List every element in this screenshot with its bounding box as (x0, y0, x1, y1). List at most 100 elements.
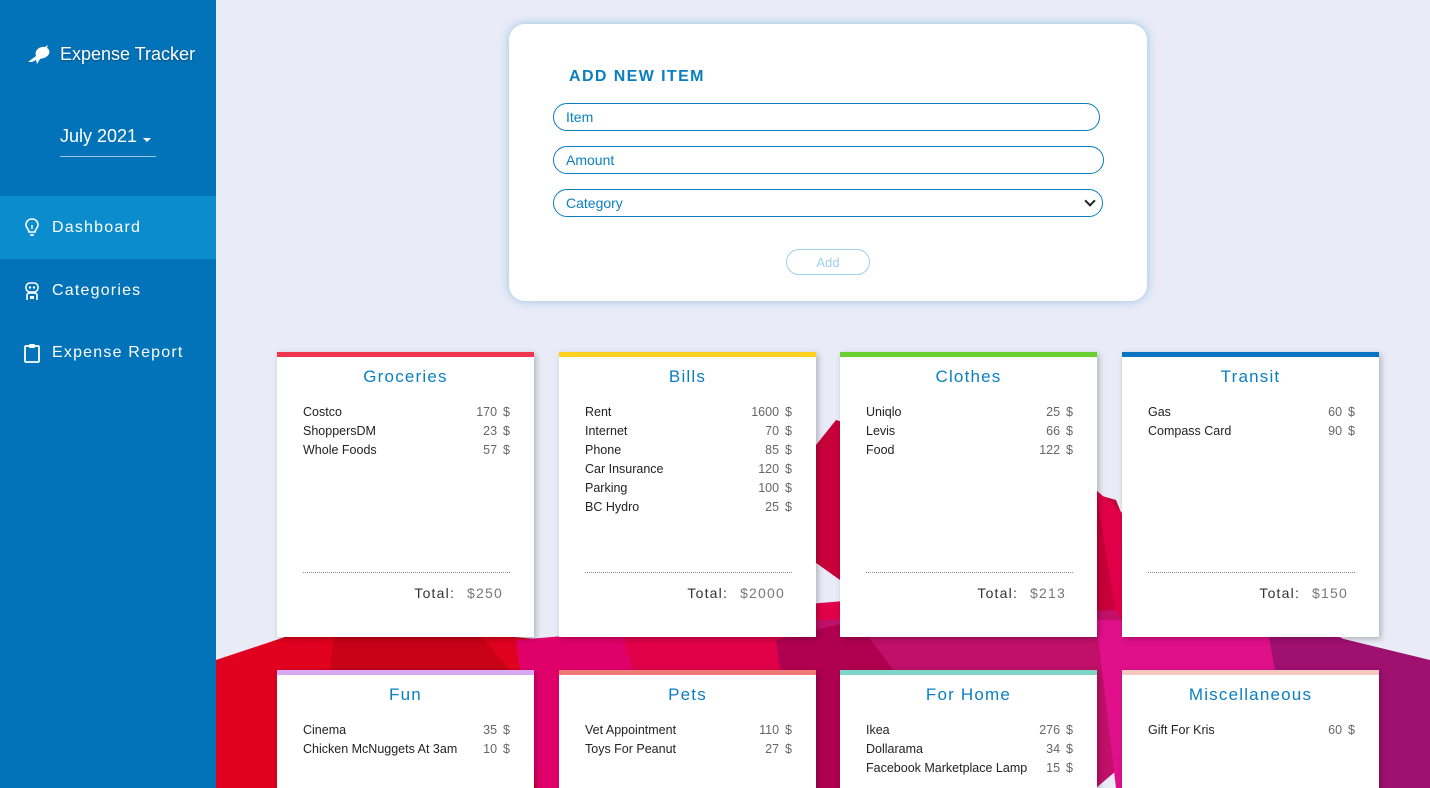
currency-suffix: $ (1348, 723, 1355, 737)
expense-amount-value: 70 (765, 424, 780, 438)
expense-label: Food (866, 443, 895, 457)
expense-label: BC Hydro (585, 500, 640, 514)
expense-amount-value: 60 (1328, 723, 1343, 737)
expense-row[interactable]: Compass Card 90 $ (1148, 422, 1355, 441)
category-card-clothes: Clothes Uniqlo 25 $ Levis 66 $ Food 122 $ Total: $2… (840, 352, 1097, 637)
expense-row[interactable]: Toys For Peanut 27 $ (585, 740, 792, 759)
nav-item-expense-report[interactable]: Expense Report (0, 321, 216, 384)
expense-amount: 90 $ (1328, 422, 1355, 441)
category-title: Clothes (935, 367, 1002, 386)
bird-logo-icon (28, 45, 50, 64)
category-card-pets: Pets Vet Appointment 110 $ Toys For Peanut 27… (559, 670, 816, 788)
expense-row[interactable]: Facebook Marketplace Lamp 15 $ (866, 759, 1073, 778)
expense-amount: 66 $ (1046, 422, 1073, 441)
expense-row[interactable]: Food 122 $ (866, 441, 1073, 460)
expense-label: Costco (303, 405, 342, 419)
amount-input[interactable]: Amount (553, 146, 1104, 174)
nav-item-categories[interactable]: Categories (0, 259, 216, 322)
expense-label: Cinema (303, 723, 347, 737)
expense-amount: 60 $ (1328, 721, 1355, 740)
expense-row[interactable]: ShoppersDM 23 $ (303, 422, 510, 441)
total-value: $250 (467, 585, 503, 601)
item-input-placeholder: Item (566, 109, 594, 125)
expense-amount: 25 $ (1046, 403, 1073, 422)
month-selector[interactable]: July 2021 (60, 126, 156, 157)
expense-row[interactable]: Levis 66 $ (866, 422, 1073, 441)
expense-row[interactable]: Vet Appointment 110 $ (585, 721, 792, 740)
expense-row[interactable]: Whole Foods 57 $ (303, 441, 510, 460)
expense-amount-value: 170 (476, 405, 498, 419)
expense-label: Phone (585, 443, 622, 457)
expense-amount-value: 10 (483, 742, 498, 756)
expense-label: Toys For Peanut (585, 742, 677, 756)
expense-row[interactable]: Chicken McNuggets At 3am 10 $ (303, 740, 510, 759)
clipboard-icon (24, 343, 40, 363)
expense-row[interactable]: Uniqlo 25 $ (866, 403, 1073, 422)
expense-list: Costco 170 $ ShoppersDM 23 $ Whole Foods 57 $ (303, 403, 510, 460)
expense-label: Dollarama (866, 742, 923, 756)
expense-row[interactable]: Internet 70 $ (585, 422, 792, 441)
currency-suffix: $ (785, 500, 792, 514)
category-total: Total: $2000 (687, 585, 785, 601)
expense-amount: 57 $ (483, 441, 510, 460)
expense-row[interactable]: Car Insurance 120 $ (585, 460, 792, 479)
nav-item-dashboard[interactable]: Dashboard (0, 196, 216, 259)
sidebar: Expense Tracker July 2021 Dashboard Cate… (0, 0, 216, 788)
expense-amount-value: 110 (759, 723, 780, 737)
currency-suffix: $ (785, 723, 792, 737)
expense-row[interactable]: Parking 100 $ (585, 479, 792, 498)
expense-amount: 23 $ (483, 422, 510, 441)
expense-row[interactable]: Cinema 35 $ (303, 721, 510, 740)
expense-amount: 110 $ (759, 721, 792, 740)
expense-amount-value: 276 (1039, 723, 1061, 737)
total-label: Total: (1259, 585, 1301, 601)
expense-amount-value: 122 (1039, 443, 1061, 457)
expense-row[interactable]: BC Hydro 25 $ (585, 498, 792, 517)
expense-amount: 60 $ (1328, 403, 1355, 422)
currency-suffix: $ (503, 443, 510, 457)
expense-label: Compass Card (1148, 424, 1232, 438)
expense-row[interactable]: Phone 85 $ (585, 441, 792, 460)
expense-amount-value: 120 (758, 462, 780, 476)
nav-label-dashboard: Dashboard (52, 218, 142, 236)
expense-amount: 27 $ (765, 740, 792, 759)
category-title: For Home (925, 685, 1012, 704)
expense-row[interactable]: Rent 1600 $ (585, 403, 792, 422)
currency-suffix: $ (503, 405, 510, 419)
expense-list: Uniqlo 25 $ Levis 66 $ Food 122 $ (866, 403, 1073, 460)
category-title: Transit (1220, 367, 1281, 386)
expense-label: ShoppersDM (303, 424, 376, 438)
app-title: Expense Tracker (60, 43, 196, 64)
total-divider (585, 572, 792, 573)
category-total: Total: $150 (1259, 585, 1348, 601)
currency-suffix: $ (503, 742, 510, 756)
expense-amount: 15 $ (1046, 759, 1073, 778)
brand[interactable]: Expense Tracker (26, 42, 195, 66)
expense-amount-value: 90 (1328, 424, 1343, 438)
currency-suffix: $ (1066, 761, 1073, 775)
expense-label: Gas (1148, 405, 1171, 419)
expense-amount: 170 $ (476, 403, 510, 422)
expense-amount-value: 66 (1046, 424, 1061, 438)
total-divider (1148, 572, 1355, 573)
expense-row[interactable]: Gas 60 $ (1148, 403, 1355, 422)
currency-suffix: $ (1066, 443, 1073, 457)
expense-amount-value: 23 (483, 424, 498, 438)
lightbulb-icon (25, 217, 39, 236)
expense-row[interactable]: Costco 170 $ (303, 403, 510, 422)
currency-suffix: $ (785, 742, 792, 756)
total-value: $2000 (740, 585, 785, 601)
nav-label-categories: Categories (52, 281, 142, 299)
category-select[interactable]: Category (553, 189, 1103, 217)
expense-row[interactable]: Gift For Kris 60 $ (1148, 721, 1355, 740)
expense-amount: 70 $ (765, 422, 792, 441)
item-input[interactable]: Item (553, 103, 1100, 131)
add-item-form: ADD NEW ITEM Item Amount Category Add (509, 24, 1147, 301)
expense-row[interactable]: Dollarama 34 $ (866, 740, 1073, 759)
nav-label-expense-report: Expense Report (52, 343, 184, 361)
currency-suffix: $ (1348, 405, 1355, 419)
category-title: Pets (668, 685, 707, 704)
expense-row[interactable]: Ikea 276 $ (866, 721, 1073, 740)
add-button[interactable]: Add (786, 249, 870, 275)
total-value: $213 (1030, 585, 1066, 601)
